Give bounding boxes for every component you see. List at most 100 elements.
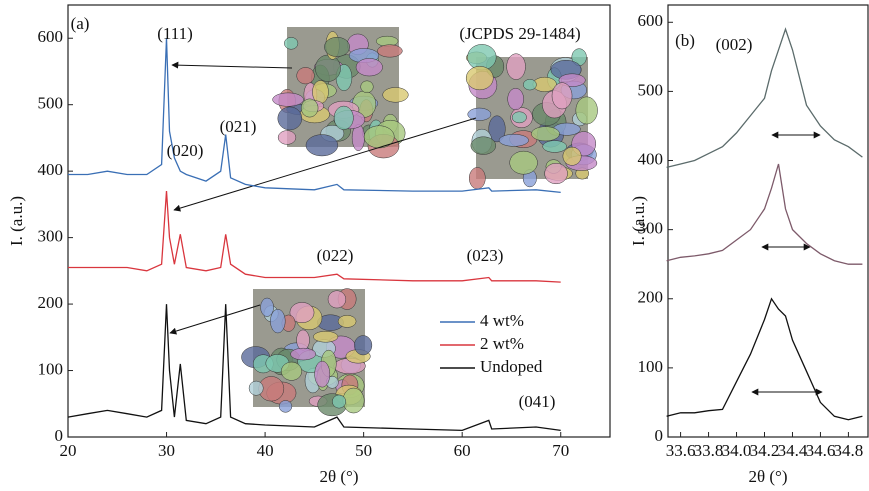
grain: [290, 347, 317, 361]
grain: [296, 67, 315, 85]
y-tick-label: 400: [638, 149, 664, 168]
legend-label: 4 wt%: [480, 311, 524, 330]
grain: [523, 79, 537, 91]
grain: [284, 37, 299, 50]
grain: [470, 136, 497, 155]
x-tick-label: 34.8: [834, 441, 864, 460]
x-tick-label: 20: [60, 441, 77, 460]
y-tick-label: 600: [638, 11, 664, 30]
annotation: (002): [716, 35, 753, 54]
arrows: [169, 61, 823, 396]
grain: [327, 290, 347, 309]
grain: [531, 126, 560, 142]
grain: [296, 329, 310, 351]
y-tick-label: 200: [38, 293, 64, 312]
legend-label: Undoped: [480, 357, 543, 376]
plot-frame: [667, 4, 869, 438]
grain: [270, 309, 286, 334]
annotation: (023): [467, 246, 504, 265]
x-tick-label: 34.6: [806, 441, 836, 460]
grain: [314, 360, 331, 388]
x-axis-label: 2θ (°): [319, 467, 358, 486]
grain: [272, 92, 304, 107]
grain: [278, 400, 293, 413]
annotation: (b): [675, 31, 695, 50]
y-tick-label: 100: [38, 359, 64, 378]
grain: [468, 167, 486, 190]
y-tick-label: 100: [638, 357, 664, 376]
grain: [382, 87, 409, 103]
annotation: (041): [519, 392, 556, 411]
grain: [332, 394, 347, 409]
x-tick-label: 40: [257, 441, 274, 460]
data-line: [666, 297, 863, 421]
annotation: (111): [157, 24, 193, 43]
grain: [337, 315, 357, 328]
x-tick-label: 33.8: [694, 441, 724, 460]
x-tick-label: 34.4: [778, 441, 808, 460]
grain: [248, 380, 264, 396]
grain: [355, 58, 383, 77]
legend-label: 2 wt%: [480, 334, 524, 353]
grain: [333, 105, 354, 130]
plot-frame: [67, 4, 611, 438]
grain: [281, 361, 302, 381]
x-tick-label: 70: [552, 441, 569, 460]
grain: [511, 111, 527, 124]
x-tick-label: 60: [454, 441, 471, 460]
y-tick-label: 600: [38, 27, 64, 46]
grain: [324, 36, 350, 57]
grain: [575, 96, 598, 125]
y-tick-label: 500: [638, 80, 664, 99]
y-tick-label: 200: [638, 288, 664, 307]
grain: [354, 335, 373, 356]
annotation: (JCPDS 29-1484): [459, 24, 580, 43]
x-tick-label: 34.2: [750, 441, 780, 460]
grain: [506, 53, 526, 80]
data-line: [666, 27, 863, 169]
grain: [313, 331, 339, 343]
y-tick-label: 500: [38, 94, 64, 113]
annotation: (a): [71, 14, 90, 33]
y-tick-label: 400: [38, 160, 64, 179]
annotation: (022): [317, 246, 354, 265]
grain: [467, 107, 492, 121]
grain: [305, 134, 339, 157]
data-line: [68, 38, 561, 194]
y-tick-label: 300: [638, 219, 664, 238]
data-line: [666, 163, 863, 265]
grain: [342, 387, 365, 414]
grain: [277, 106, 303, 131]
x-tick-label: 30: [158, 441, 175, 460]
y-tick-label: 0: [55, 426, 64, 445]
grain: [562, 146, 582, 166]
y-tick-label: 300: [38, 227, 64, 246]
x-tick-label: 34.0: [722, 441, 752, 460]
annotation: (020): [167, 141, 204, 160]
grain: [542, 140, 567, 153]
grain: [312, 80, 329, 104]
grain: [465, 66, 494, 91]
data-line: [67, 304, 561, 432]
grain: [507, 88, 524, 111]
y-axis-label: I. (a.u.): [7, 196, 26, 246]
grain: [360, 80, 374, 94]
grain: [315, 54, 341, 82]
grain: [300, 98, 319, 118]
grain: [544, 162, 568, 185]
grain: [377, 44, 403, 58]
grain: [488, 115, 506, 143]
grain: [260, 297, 274, 317]
x-tick-label: 33.6: [666, 441, 696, 460]
insets: [241, 27, 598, 417]
grain: [509, 150, 538, 175]
y-axis-label: I. (a.u.): [629, 196, 648, 246]
data-line: [68, 191, 561, 283]
grain: [277, 130, 297, 145]
grain: [289, 302, 315, 324]
grain: [498, 134, 529, 147]
annotation: (021): [220, 117, 257, 136]
x-tick-label: 50: [355, 441, 372, 460]
grain: [551, 82, 573, 110]
